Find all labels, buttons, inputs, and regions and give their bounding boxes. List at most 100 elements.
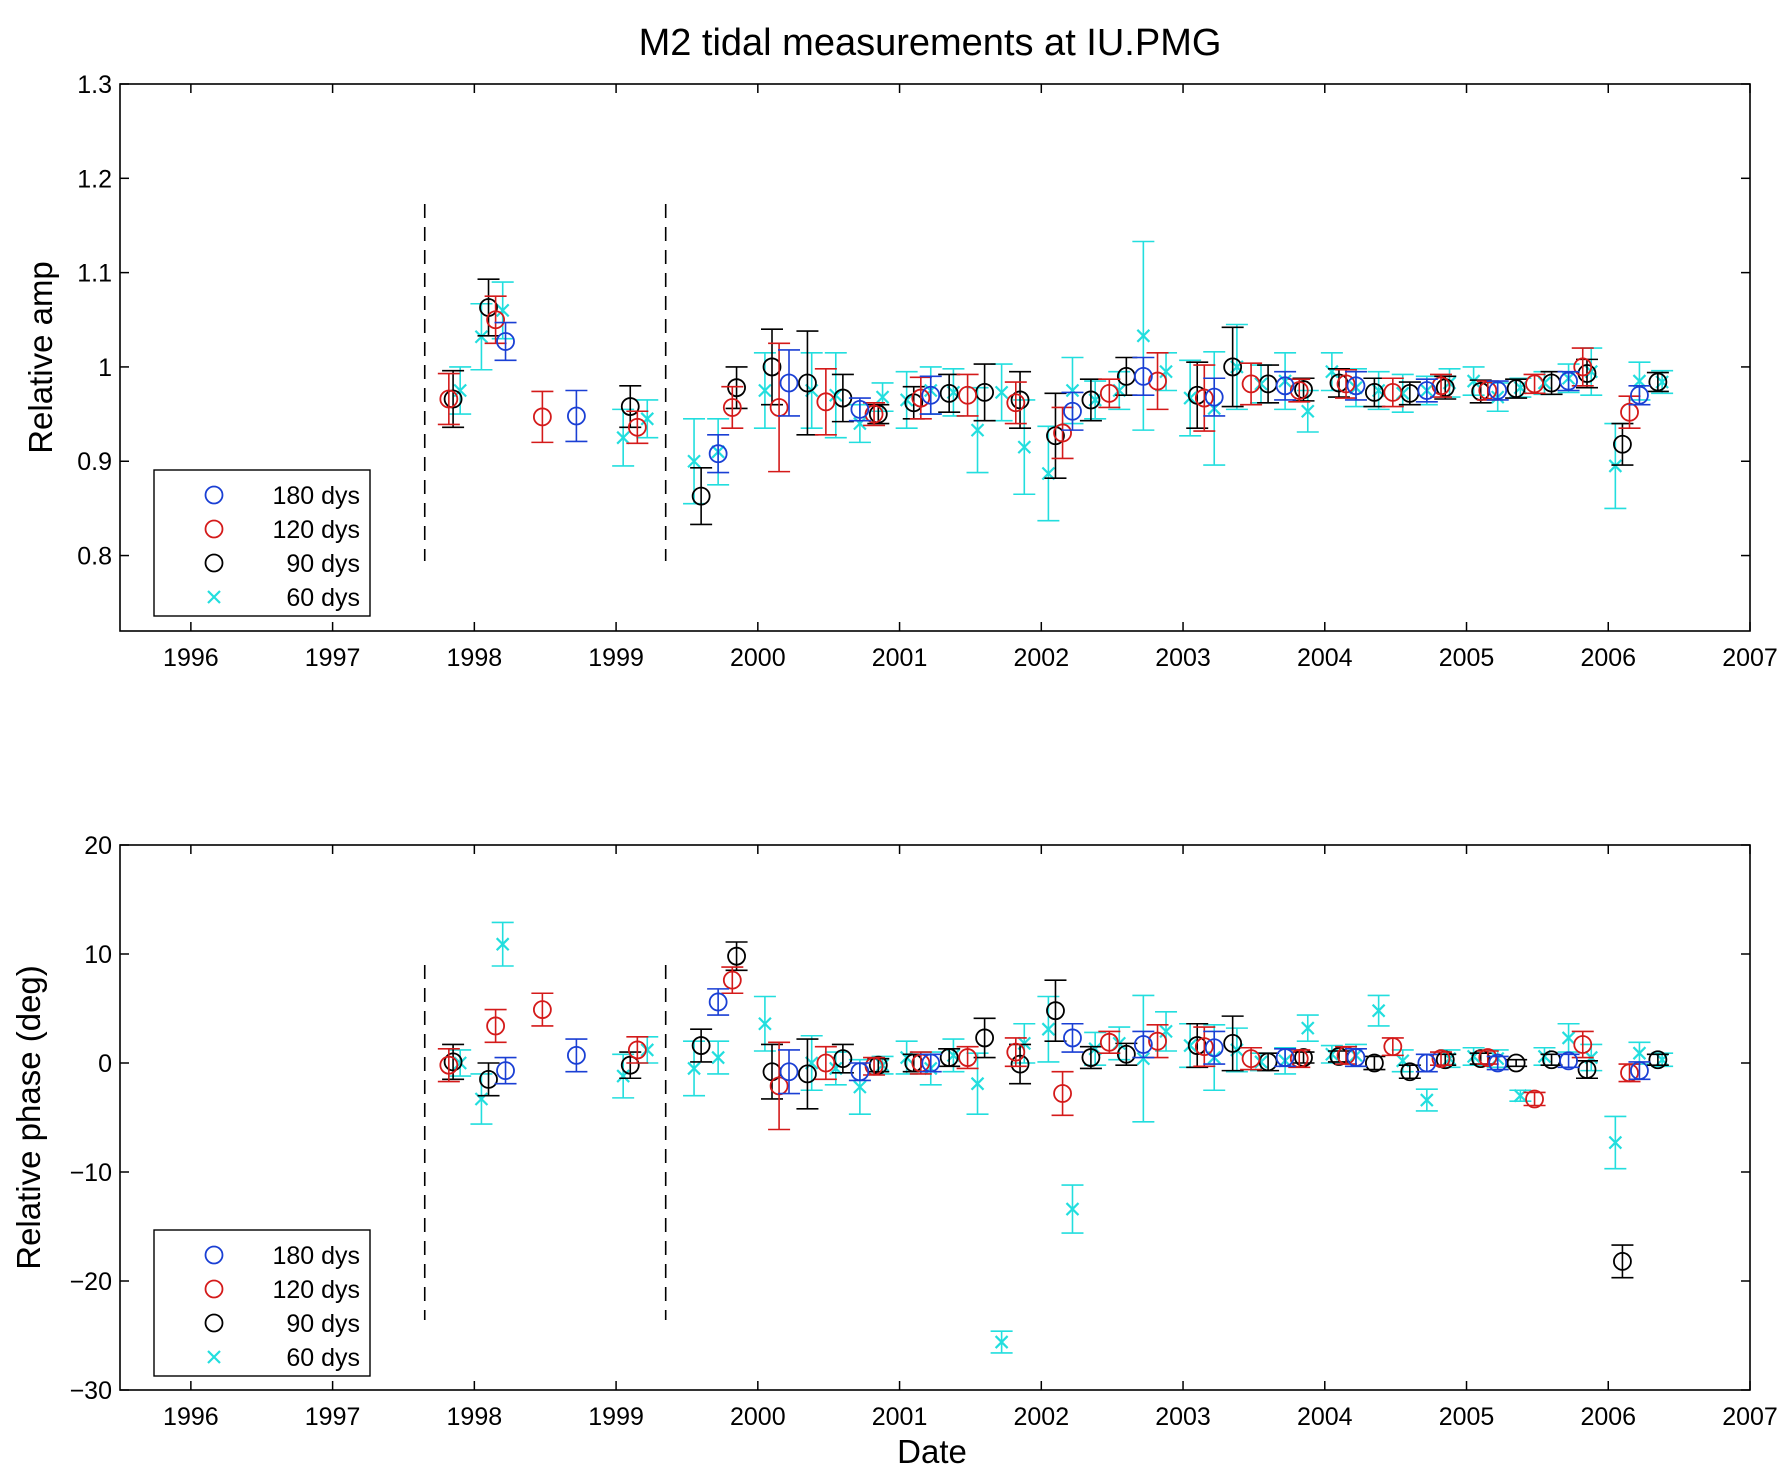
data-point-circle — [1275, 376, 1295, 396]
amplitude-panel: 1996 1997 1998 1999 2000 2001 2002 2003 2004 2005… — [22, 71, 1778, 672]
data-point-circle — [798, 1064, 817, 1084]
data-point-circle — [1346, 376, 1366, 396]
data-point-x — [711, 1050, 725, 1065]
y-tick-label: 0.8 — [77, 543, 112, 571]
x-tick-label: 2006 — [1580, 1403, 1636, 1431]
data-point-circle — [627, 1040, 647, 1060]
data-point-circle — [1006, 1042, 1026, 1062]
data-point-circle — [816, 392, 836, 412]
data-point-circle — [496, 332, 515, 351]
data-point-circle — [1431, 1049, 1451, 1069]
legend: 180 dys 120 dys 90 dys 60 dys — [153, 469, 371, 617]
data-point-x — [474, 329, 489, 344]
data-point-x — [1420, 1093, 1434, 1107]
phase-panel: 1996 1997 1998 1999 2000 2001 2002 2003 2004 2005… — [10, 832, 1778, 1431]
legend-marker-circle — [204, 1279, 224, 1299]
data-point-x — [1300, 404, 1315, 419]
data-point-x — [994, 385, 1009, 400]
legend-marker-circle — [204, 519, 224, 539]
data-point-circle — [1289, 1049, 1309, 1069]
data-point-circle — [1525, 374, 1544, 394]
x-tick-label: 2000 — [730, 644, 786, 672]
data-point-x — [1608, 1135, 1623, 1150]
data-point-circle — [1630, 385, 1649, 405]
data-point-circle — [850, 1062, 870, 1082]
data-point-circle — [1148, 1031, 1167, 1051]
data-point-x — [1136, 329, 1151, 343]
x-tick-label: 2001 — [872, 644, 928, 672]
x-tick-label: 1998 — [447, 1403, 503, 1431]
data-point-circle — [1223, 1033, 1243, 1053]
data-point-circle — [727, 378, 746, 398]
data-point-circle — [762, 357, 782, 377]
data-point-x — [1466, 374, 1481, 388]
figure-title: M2 tidal measurements at IU.PMG — [639, 22, 1222, 64]
legend-label: 60 dys — [286, 1344, 360, 1372]
data-point-circle — [1648, 1050, 1668, 1070]
data-point-circle — [958, 385, 977, 405]
data-point-x — [1041, 1022, 1056, 1036]
data-point-circle — [627, 417, 647, 437]
x-tick-label: 2007 — [1722, 1403, 1778, 1431]
legend-marker-circle — [204, 485, 224, 505]
y-tick-label: 1 — [98, 354, 112, 382]
data-point-x — [495, 303, 510, 318]
data-point-circle — [722, 398, 742, 417]
data-point-circle — [939, 383, 959, 403]
data-point-x — [758, 383, 772, 398]
data-point-x — [1159, 1024, 1173, 1039]
data-point-circle — [1006, 393, 1026, 413]
plot-frame — [119, 83, 1751, 632]
data-point-circle — [1099, 1032, 1119, 1052]
data-point-circle — [439, 1055, 459, 1075]
data-point-circle — [1478, 381, 1498, 400]
data-point-circle — [1613, 434, 1632, 454]
legend-marker-circle — [204, 1313, 224, 1333]
data-point-circle — [1053, 423, 1072, 443]
data-point-circle — [1559, 1051, 1578, 1071]
legend-label: 180 dys — [272, 1242, 360, 1270]
data-point-circle — [1053, 1084, 1072, 1103]
legend-marker-x — [207, 1350, 221, 1364]
data-point-x — [853, 1080, 867, 1094]
data-point-circle — [779, 373, 799, 393]
data-point-x — [875, 390, 890, 404]
data-point-circle — [975, 1028, 995, 1048]
y-tick-label: 0.9 — [77, 448, 112, 476]
data-point-circle — [1063, 1028, 1082, 1048]
x-tick-label: 2002 — [1013, 644, 1069, 672]
data-point-circle — [1364, 1053, 1384, 1073]
x-tick-label: 2004 — [1297, 1403, 1353, 1431]
data-point-circle — [958, 1048, 977, 1067]
data-point-circle — [1383, 382, 1403, 402]
data-point-circle — [1010, 1054, 1030, 1074]
data-point-x — [970, 423, 985, 437]
data-point-circle — [567, 1045, 586, 1065]
x-tick-label: 1996 — [163, 1403, 219, 1431]
data-point-x — [970, 1076, 985, 1091]
legend-label: 180 dys — [272, 482, 360, 510]
data-point-circle — [1336, 1045, 1356, 1065]
data-point-circle — [921, 1053, 941, 1073]
data-point-circle — [1488, 381, 1508, 400]
data-point-circle — [1431, 376, 1451, 396]
data-point-circle — [939, 1048, 959, 1067]
x-tick-label: 1998 — [447, 644, 503, 672]
data-point-x — [758, 1016, 772, 1031]
legend: 180 dys 120 dys 90 dys 60 dys — [153, 1229, 371, 1377]
data-point-circle — [439, 389, 459, 409]
data-point-circle — [727, 946, 746, 966]
data-point-x — [640, 1043, 655, 1057]
x-tick-label: 2005 — [1439, 1403, 1495, 1431]
x-tick-label: 1996 — [163, 644, 219, 672]
y-tick-label: 1.1 — [77, 260, 112, 288]
data-point-circle — [532, 407, 552, 427]
data-point-x — [1300, 1021, 1315, 1035]
data-point-x — [994, 1335, 1009, 1349]
data-point-x — [1159, 364, 1173, 379]
data-point-circle — [1081, 390, 1101, 410]
y-axis-label: Relative amp — [22, 261, 59, 454]
data-point-circle — [1116, 1044, 1136, 1064]
data-point-circle — [1417, 1053, 1437, 1073]
